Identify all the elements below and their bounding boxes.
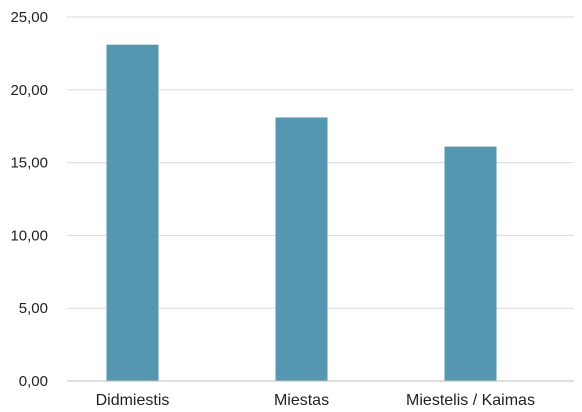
x-axis-labels: Didmiestis Miestas Miestelis / Kaimas <box>96 392 535 409</box>
y-axis-ticks: 0,00 5,00 10,00 15,00 20,00 25,00 <box>10 9 48 390</box>
bar-miestelis-kaimas <box>444 146 497 381</box>
bar-miestas <box>275 117 328 382</box>
bar-didmiestis <box>106 44 159 381</box>
y-tick-label: 5,00 <box>19 300 48 317</box>
x-category-label: Didmiestis <box>96 392 170 409</box>
y-tick-label: 25,00 <box>10 9 48 26</box>
bars <box>106 44 497 382</box>
y-tick-label: 10,00 <box>10 227 48 244</box>
y-tick-label: 15,00 <box>10 155 48 172</box>
x-category-label: Miestas <box>274 392 329 409</box>
y-tick-label: 0,00 <box>19 373 48 390</box>
x-category-label: Miestelis / Kaimas <box>406 392 535 409</box>
y-tick-label: 20,00 <box>10 82 48 99</box>
